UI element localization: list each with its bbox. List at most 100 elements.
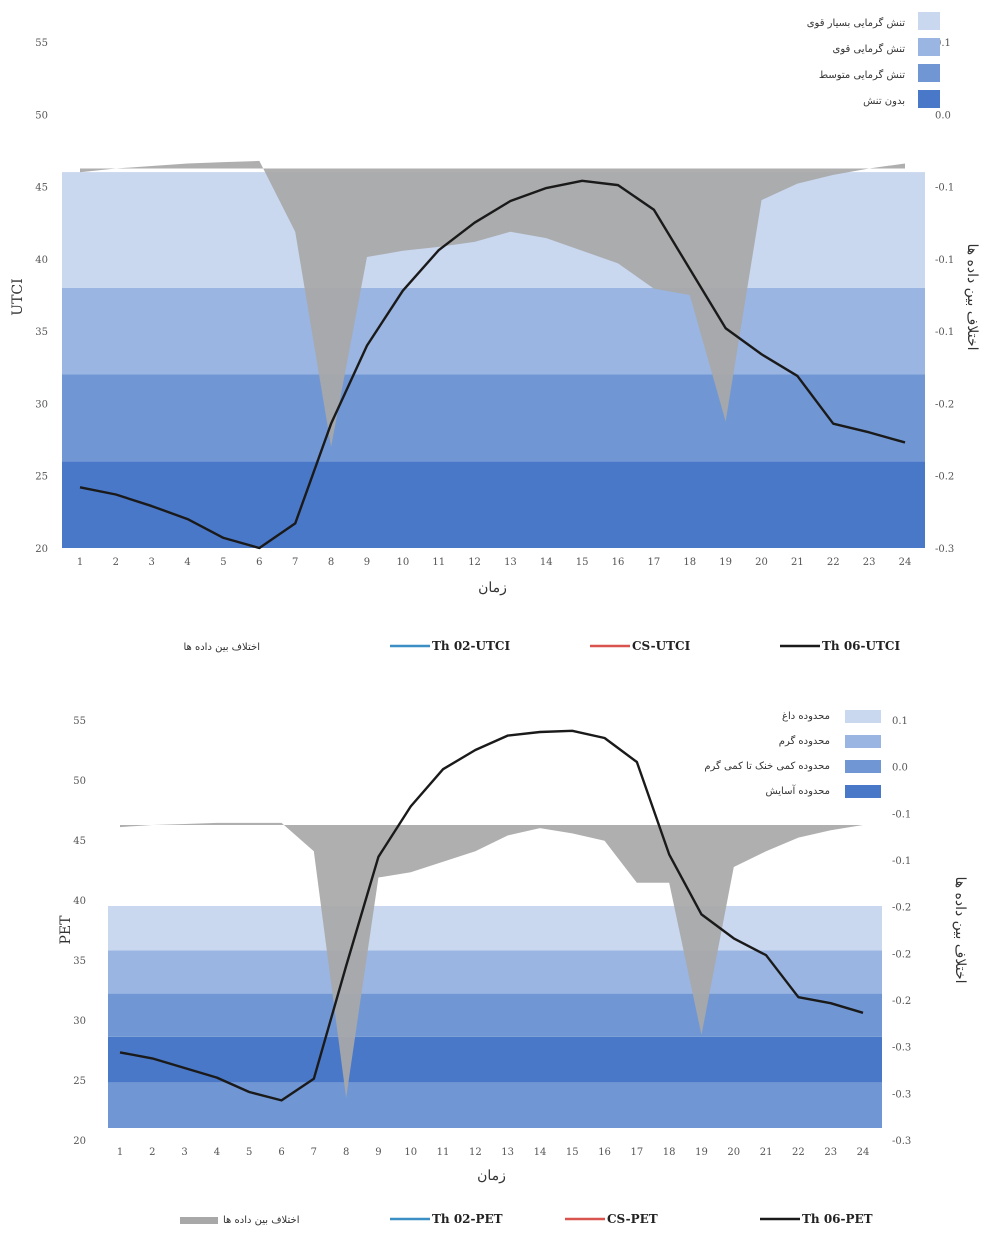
y2-tick-label: -0.3 [892,1136,911,1147]
difference-area [120,822,863,1098]
series-line-th-06-pet [119,729,864,1102]
x-tick-label: 1 [77,557,83,568]
y2-tick-label: -0.2 [892,996,911,1007]
y-tick-label: 30 [73,1016,86,1027]
y-tick-label: 25 [35,472,48,483]
y-tick-label: 50 [73,776,86,787]
band-legend-swatch [918,64,940,82]
x-tick-label: 12 [469,1147,482,1158]
x-tick-label: 15 [576,557,589,568]
x-tick-label: 6 [256,557,262,568]
y-tick-label: 20 [35,544,48,555]
y2-tick-label: 0.1 [892,716,908,727]
y-tick-label: 45 [35,183,48,194]
legend-label-difference: اختلاف بین داده ها [223,1215,300,1226]
y2-tick-label: 0.0 [892,763,908,774]
legend-label: Th 02-UTCI [432,639,510,653]
y2-tick-label: -0.2 [892,903,911,914]
y-tick-label: 30 [35,399,48,410]
x-axis-label: زمان [478,580,507,596]
band-legend-swatch [845,710,881,723]
x-tick-label: 12 [468,557,481,568]
y2-tick-label: -0.3 [935,544,954,555]
y2-tick-label: -0.2 [892,949,911,960]
x-tick-label: 16 [612,557,625,568]
x-tick-label: 24 [857,1147,870,1158]
x-tick-label: 18 [663,1147,676,1158]
utci-chart: 2025303540455055-0.3-0.2-0.2-0.1-0.1-0.1… [10,12,980,653]
legend-label: Th 06-UTCI [822,639,900,653]
x-tick-label: 24 [899,557,912,568]
band-legend-label: محدوده کمی خنک تا کمی گرم [704,760,830,772]
x-tick-label: 13 [501,1147,514,1158]
x-tick-label: 21 [760,1147,773,1158]
legend-label: CS-UTCI [632,639,691,653]
x-tick-label: 20 [755,557,768,568]
band-legend-swatch [845,735,881,748]
band-legend-swatch [918,12,940,30]
y-tick-label: 40 [73,896,86,907]
y2-tick-label: -0.3 [892,1043,911,1054]
y2-tick-label: -0.2 [935,472,954,483]
x-tick-label: 9 [375,1147,381,1158]
x-tick-label: 10 [404,1147,417,1158]
y2-tick-label: -0.1 [935,327,954,338]
x-tick-label: 18 [683,557,696,568]
y2-tick-label: -0.1 [892,809,911,820]
x-tick-label: 7 [311,1147,317,1158]
band-legend-label: محدوده آسایش [766,784,831,797]
y-axis-label: PET [58,915,74,945]
x-tick-label: 17 [648,557,661,568]
comfort-band [108,993,882,1037]
y-tick-label: 55 [35,38,48,49]
x-tick-label: 6 [278,1147,284,1158]
difference-area [80,160,905,447]
comfort-band [108,1036,882,1083]
y-tick-label: 35 [35,327,48,338]
pet-chart: 20 25 30 35 40 45 50 55 -0.3 -0.3 -0.3 -0.2 -0.2 -0.2… [58,710,968,1226]
x-tick-label: 19 [719,557,732,568]
legend-label: CS-PET [607,1212,658,1226]
x-tick-label: 3 [181,1147,187,1158]
y-tick-label: 45 [73,836,86,847]
comfort-band [62,287,925,375]
x-tick-label: 1 [117,1147,123,1158]
x-axis-label: زمان [477,1168,506,1184]
x-tick-label: 8 [343,1147,349,1158]
y-tick-label: 25 [73,1076,86,1087]
x-tick-label: 4 [184,557,190,568]
legend-label-difference: اختلاف بین داده ها [183,642,260,653]
y-tick-label: 20 [73,1136,86,1147]
band-legend-swatch [845,785,881,798]
band-legend-swatch [918,90,940,108]
y-tick-label: 35 [73,956,86,967]
x-tick-label: 23 [824,1147,837,1158]
band-legend-swatch [918,38,940,56]
comfort-band [62,374,925,462]
x-tick-label: 4 [214,1147,220,1158]
y-tick-label: 55 [73,716,86,727]
band-legend-label: تنش گرمایی بسیار قوی [807,17,905,29]
x-tick-label: 2 [149,1147,155,1158]
y-tick-label: 40 [35,255,48,266]
x-tick-label: 5 [220,557,226,568]
legend-swatch-difference [180,1217,218,1224]
x-tick-label: 3 [149,557,155,568]
x-tick-label: 15 [566,1147,579,1158]
x-tick-label: 22 [792,1147,805,1158]
y2-tick-label: 0.1 [935,38,951,49]
x-tick-label: 14 [534,1147,547,1158]
series-line-th-06-utci [79,179,906,550]
y2-tick-label: -0.1 [935,255,954,266]
y2-tick-label: -0.3 [892,1089,911,1100]
x-tick-label: 16 [598,1147,611,1158]
y-tick-label: 50 [35,110,48,121]
x-tick-label: 17 [631,1147,644,1158]
comfort-band [62,461,925,548]
x-tick-label: 19 [695,1147,708,1158]
y2-axis-label: اختلاف بین داده ها [952,876,968,983]
band-legend-label: تنش گرمایی قوی [833,43,906,55]
x-tick-label: 10 [396,557,409,568]
x-tick-label: 22 [827,557,840,568]
